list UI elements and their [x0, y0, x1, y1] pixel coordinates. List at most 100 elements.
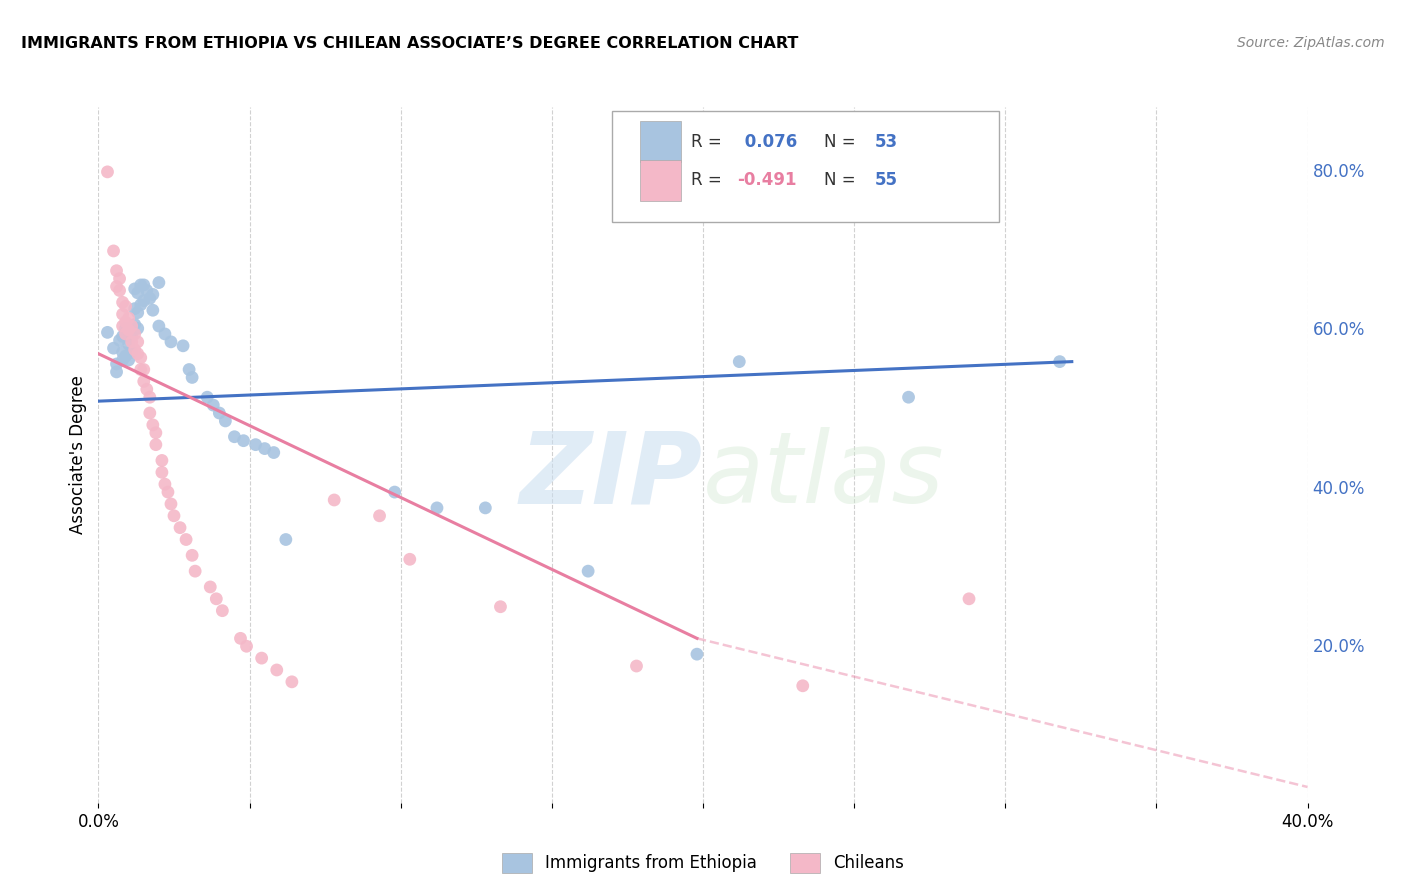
Point [195, 390, 218, 404]
Point [153, 477, 176, 491]
Point [118, 353, 141, 368]
Point [111, 353, 134, 368]
Point [114, 315, 136, 329]
FancyBboxPatch shape [640, 121, 682, 162]
Point [118, 311, 141, 326]
Point [728, 354, 751, 368]
Point [384, 485, 406, 500]
Point [121, 334, 143, 349]
Point [266, 663, 288, 677]
Point [229, 632, 252, 646]
Point [145, 437, 167, 451]
Point [245, 437, 267, 451]
Point [111, 329, 134, 343]
Point [224, 430, 246, 444]
Point [96, 326, 118, 340]
Point [274, 533, 297, 547]
Point [105, 357, 128, 371]
Point [142, 417, 165, 432]
Point [139, 406, 162, 420]
Text: IMMIGRANTS FROM ETHIOPIA VS CHILEAN ASSOCIATE’S DEGREE CORRELATION CHART: IMMIGRANTS FROM ETHIOPIA VS CHILEAN ASSO… [21, 36, 799, 51]
Point [181, 549, 204, 563]
Point [127, 334, 149, 349]
Point [124, 343, 146, 357]
Point [135, 284, 157, 298]
Point [150, 465, 173, 479]
FancyBboxPatch shape [613, 111, 1000, 222]
Point [132, 362, 155, 376]
Text: atlas: atlas [703, 427, 945, 524]
Text: 0.076: 0.076 [740, 133, 797, 151]
Point [235, 639, 257, 653]
Point [108, 271, 131, 285]
Point [124, 301, 146, 316]
Text: R =: R = [690, 171, 727, 189]
Text: N =: N = [824, 133, 860, 151]
Point [156, 485, 179, 500]
Text: Source: ZipAtlas.com: Source: ZipAtlas.com [1237, 36, 1385, 50]
Point [108, 284, 131, 298]
Point [172, 339, 194, 353]
Point [105, 263, 128, 277]
Point [263, 445, 285, 459]
Point [127, 305, 149, 319]
Point [250, 651, 273, 665]
Point [114, 326, 136, 341]
Point [148, 319, 170, 334]
Point [174, 533, 197, 547]
Point [253, 442, 276, 456]
Point [132, 293, 155, 308]
Point [111, 295, 134, 310]
Point [181, 370, 204, 384]
Point [184, 564, 207, 578]
Point [129, 298, 152, 312]
Point [169, 521, 191, 535]
Point [368, 508, 391, 523]
Point [142, 287, 165, 301]
Point [208, 406, 231, 420]
Point [1049, 354, 1071, 368]
Point [205, 591, 228, 606]
Point [114, 349, 136, 363]
Point [576, 564, 599, 578]
Point [105, 365, 128, 379]
Point [127, 321, 149, 335]
Point [214, 414, 236, 428]
Point [232, 434, 254, 448]
Point [121, 319, 143, 334]
Point [398, 552, 420, 566]
Point [202, 398, 225, 412]
Point [897, 390, 920, 404]
Point [121, 329, 143, 343]
Point [111, 319, 134, 334]
Point [114, 299, 136, 313]
Point [211, 604, 233, 618]
Point [127, 347, 149, 361]
Text: 55: 55 [875, 171, 897, 189]
Point [129, 277, 152, 292]
Point [153, 326, 176, 341]
Point [426, 500, 449, 515]
Point [124, 326, 146, 341]
Y-axis label: Associate's Degree: Associate's Degree [69, 376, 87, 534]
Text: 53: 53 [875, 133, 898, 151]
Point [148, 276, 170, 290]
Text: -0.491: -0.491 [737, 171, 796, 189]
Point [124, 318, 146, 332]
Point [160, 334, 183, 349]
Point [957, 591, 980, 606]
Text: N =: N = [824, 171, 860, 189]
Point [489, 599, 512, 614]
Text: ZIP: ZIP [520, 427, 703, 524]
Point [114, 321, 136, 335]
Point [145, 425, 167, 440]
Point [686, 647, 709, 661]
Point [111, 345, 134, 359]
Text: R =: R = [690, 133, 727, 151]
Point [132, 277, 155, 292]
Point [103, 244, 125, 258]
Point [124, 282, 146, 296]
Point [281, 674, 304, 689]
Point [132, 375, 155, 389]
Point [118, 323, 141, 337]
